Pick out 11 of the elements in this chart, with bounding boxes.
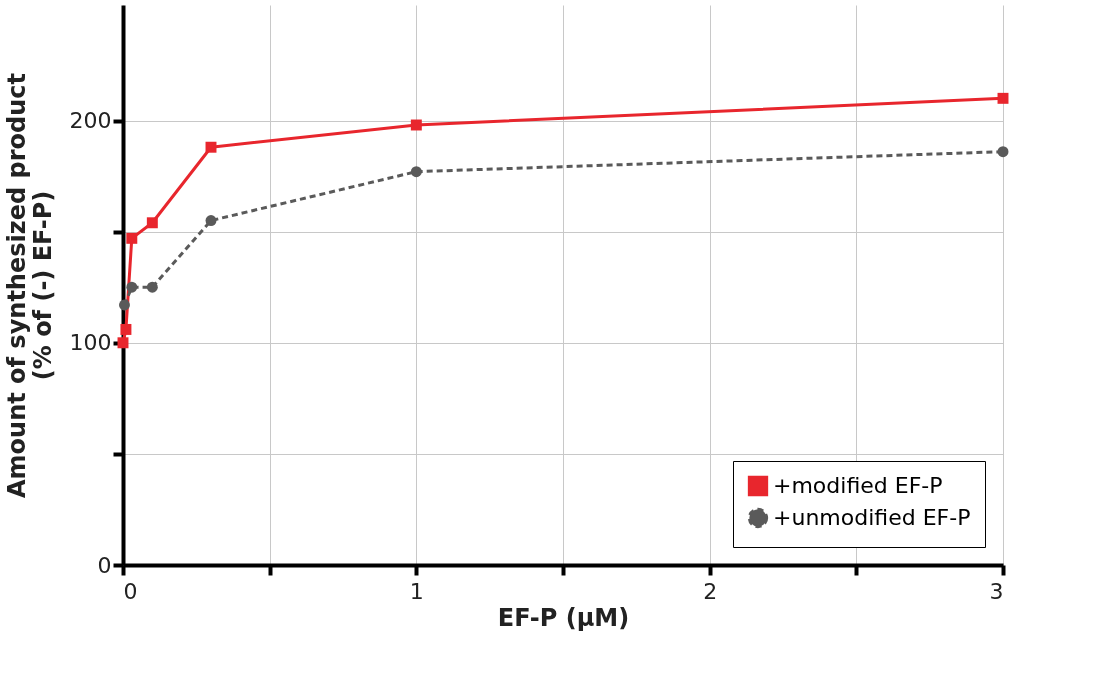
x-tick-label: 2: [703, 578, 718, 604]
legend-label: +modified EF-P: [773, 473, 943, 498]
x-tick-label: 1: [409, 578, 424, 604]
y-axis-title: Amount of synthesized product (% of (-) EF-P): [2, 73, 57, 498]
x-axis-title: EF-P (μM): [497, 603, 630, 632]
y-tick-label: 0: [97, 552, 112, 578]
y-tick-label: 100: [69, 330, 112, 356]
legend-label: +unmodified EF-P: [773, 505, 971, 530]
x-tick-label: 0: [123, 578, 138, 604]
x-tick-label: 3: [989, 578, 1004, 604]
y-tick-label: 200: [69, 108, 112, 134]
